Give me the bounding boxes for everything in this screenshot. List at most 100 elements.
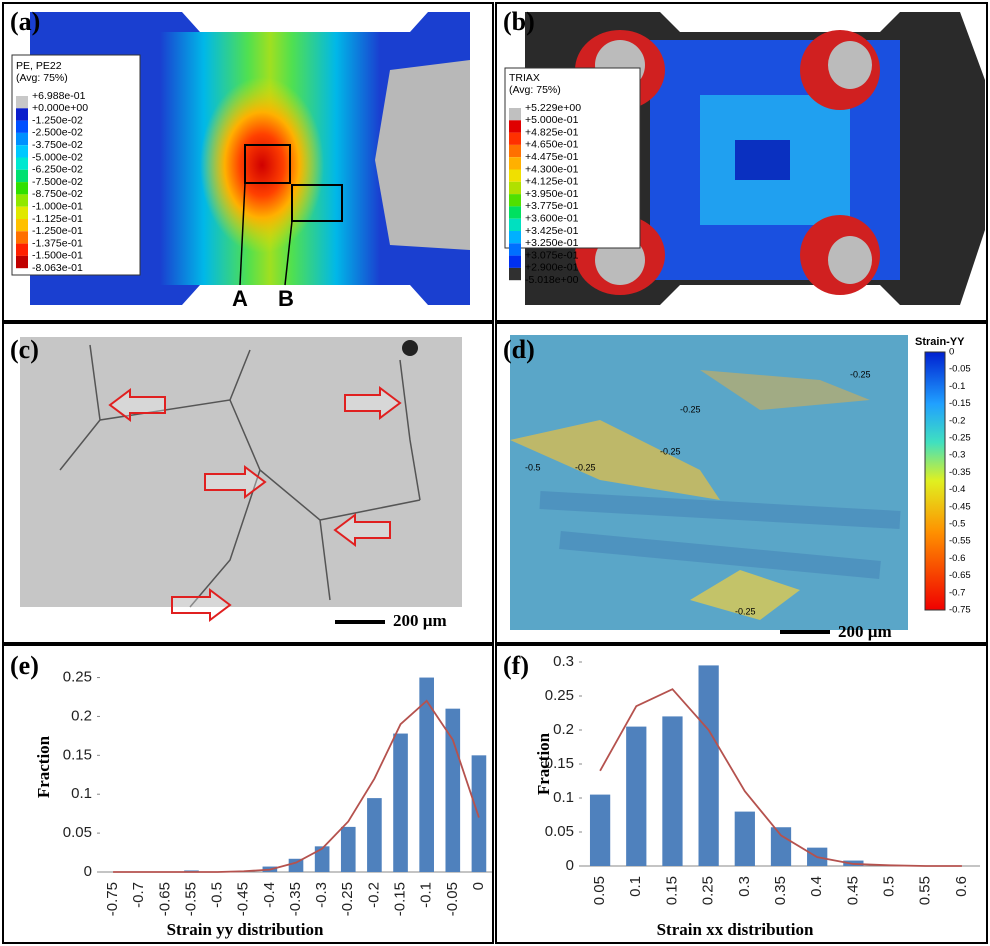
bar [626,727,646,866]
y-axis-label: Fraction [34,735,53,798]
contour-label: -0.25 [735,606,756,616]
legend-swatch [16,207,28,219]
colorbar-label: -0.6 [949,553,965,564]
x-tick-label: -0.55 [182,882,199,916]
x-tick-label: 0.35 [772,876,789,905]
legend-swatch [16,96,28,108]
legend-swatch [16,121,28,133]
y-tick-label: 0.2 [553,721,574,738]
legend-label: +4.475e-01 [525,151,579,163]
x-tick-label: 0.15 [663,876,680,905]
micrograph-c [20,337,462,622]
scale-bar-label: 200 µm [393,611,447,630]
colorbar-label: -0.4 [949,484,965,495]
legend-title: PE, PE22 [16,60,62,72]
panel-label: (a) [10,7,40,36]
legend-swatch [16,244,28,256]
colorbar-label: -0.05 [949,364,971,375]
legend-label: -3.750e-02 [32,139,83,151]
legend-label: +4.650e-01 [525,139,579,151]
y-tick-label: 0.25 [63,669,92,686]
x-tick-label: -0.7 [130,882,147,908]
legend-swatch [16,108,28,120]
colorbar-label: -0.1 [949,381,965,392]
legend-swatch [509,219,521,231]
legend-label: +4.125e-01 [525,176,579,188]
colorbar-label: -0.2 [949,415,965,426]
legend-label: +3.600e-01 [525,212,579,224]
dic-map-d [510,335,945,632]
x-tick-label: -0.45 [235,882,252,916]
x-tick-label: 0.45 [844,876,861,905]
legend-title: (Avg: 75%) [16,72,68,84]
colorbar-label: -0.15 [949,398,971,409]
legend-swatch [509,268,521,280]
legend-label: -8.750e-02 [32,188,83,200]
legend-label: +0.000e+00 [32,102,88,114]
bar [662,716,682,866]
bar [771,827,791,866]
x-tick-label: -0.75 [104,882,121,916]
legend-swatch [16,158,28,170]
legend-swatch [509,182,521,194]
legend-label: -8.063e-01 [32,262,83,274]
legend-swatch [16,256,28,268]
legend-swatch [509,206,521,218]
y-tick-label: 0 [84,863,92,880]
bar [699,665,719,866]
legend-swatch [16,231,28,243]
y-tick-label: 0.3 [553,653,574,670]
y-tick-label: 0.25 [545,687,574,704]
x-tick-label: 0.25 [700,876,717,905]
x-axis-label: Strain xx distribution [657,920,814,939]
legend-label: -5.018e+00 [525,274,579,286]
legend-title: (Avg: 75%) [509,84,561,96]
bar [393,734,408,872]
x-tick-label: 0.6 [953,876,970,897]
legend-swatch [16,145,28,157]
legend-label: +4.825e-01 [525,126,579,138]
colorbar-label: 0 [949,347,954,358]
panel-label: (c) [10,335,39,364]
legend-swatch [509,243,521,255]
x-tick-label: 0.5 [881,876,898,897]
legend-label: +2.900e-01 [525,262,579,274]
contour-label: -0.25 [660,446,681,456]
colorbar-label: -0.75 [949,605,971,616]
panel-label: (b) [503,7,535,36]
colorbar-label: -0.5 [949,519,965,530]
y-tick-label: 0.05 [545,823,574,840]
legend-label: +3.075e-01 [525,249,579,261]
legend-swatch [16,170,28,182]
x-tick-label: 0.55 [917,876,934,905]
legend-swatch [509,108,521,120]
legend-label: -7.500e-02 [32,176,83,188]
x-axis-label: Strain yy distribution [167,920,324,939]
legend-swatch [509,157,521,169]
legend-swatch [509,231,521,243]
colorbar-label: -0.35 [949,467,971,478]
x-tick-label: -0.05 [444,882,461,916]
legend-swatch [509,194,521,206]
legend-swatch [16,182,28,194]
y-tick-label: 0.05 [63,824,92,841]
y-axis-label: Fraction [534,732,553,795]
legend-label: -6.250e-02 [32,164,83,176]
legend-label: +3.250e-01 [525,237,579,249]
contour-label: -0.25 [680,404,701,414]
x-tick-label: -0.15 [392,882,409,916]
legend-title: TRIAX [509,72,540,84]
x-tick-label: -0.25 [339,882,356,916]
legend-swatch [509,170,521,182]
legend-label: -2.500e-02 [32,127,83,139]
x-tick-label: -0.3 [313,882,330,908]
bar [341,827,356,872]
legend-label: -1.250e-01 [32,225,83,237]
colorbar-label: -0.3 [949,450,965,461]
colorbar-title: Strain-YY [915,336,965,348]
x-tick-label: 0 [470,882,487,890]
legend-label: +5.229e+00 [525,102,581,114]
legend-swatch [16,219,28,231]
x-tick-label: -0.4 [261,882,278,908]
bar [472,755,487,872]
